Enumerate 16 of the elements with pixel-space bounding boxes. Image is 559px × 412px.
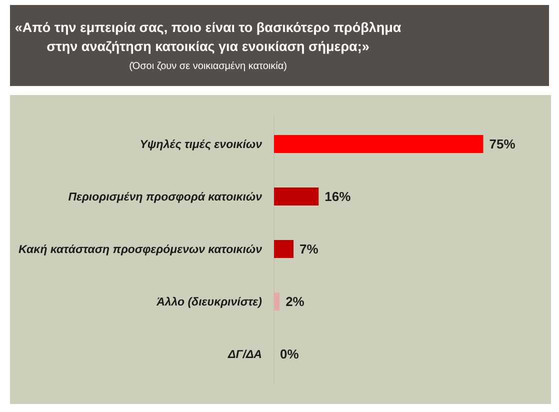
- data-label: 16%: [324, 189, 352, 204]
- bar: [274, 188, 319, 206]
- chart-title: «Από την εμπειρία σας, ποιο είναι το βασικότερο πρόβλημα στην αναζήτηση κατοικίας για ενοικίαση σήμερα;»: [14, 20, 402, 54]
- y-tick-label: Υψηλές τιμές ενοικίων: [140, 139, 263, 152]
- data-label: 2%: [286, 294, 305, 310]
- y-tick-label: Περιορισμένη προσφορά κατοικιών: [68, 192, 263, 204]
- y-tick-label: Κακή κατάσταση προσφερόμενων κατοικιών: [18, 244, 263, 256]
- data-label: 0%: [280, 346, 300, 362]
- data-label: 7%: [300, 242, 319, 257]
- data-label: 75%: [489, 136, 516, 152]
- bar: [274, 135, 484, 153]
- bar: [274, 240, 294, 258]
- chart-subtitle: (Όσοι ζουν σε νοικιασμένη κατοικία): [129, 61, 287, 72]
- y-tick-label: ΔΓ/ΔΑ: [227, 349, 262, 362]
- bar: [274, 292, 280, 310]
- y-tick-label: Άλλο (διευκρινίστε): [156, 296, 262, 309]
